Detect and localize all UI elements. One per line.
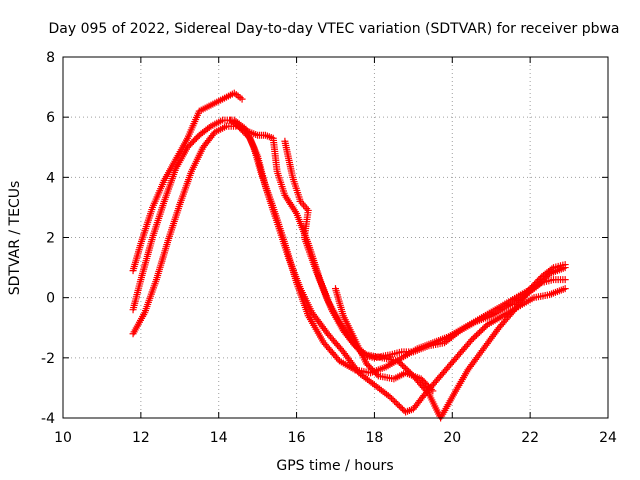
y-tick-label: -2 [41,351,55,367]
data-point [398,405,406,413]
x-tick-label: 10 [54,430,72,446]
y-tick-label: 0 [46,291,55,307]
data-point [427,385,435,393]
x-tick-label: 22 [521,430,539,446]
data-point [300,201,308,209]
x-tick-label: 16 [288,430,306,446]
y-tick-label: -4 [41,411,55,427]
data-point [424,388,432,396]
data-point [398,361,406,369]
data-point [373,370,381,378]
data-point [394,357,402,365]
data-series [129,89,569,422]
data-point [561,264,569,272]
y-tick-label: 4 [46,170,55,186]
data-point [479,325,487,333]
data-point [238,95,246,103]
y-axis-label: SDTVAR / TECUs [7,181,23,296]
x-tick-label: 20 [443,430,461,446]
series-track-a [129,89,246,275]
data-point [471,333,479,341]
y-tick-label: 8 [46,50,55,66]
data-point [454,328,462,336]
data-point [466,337,474,345]
data-point [474,330,482,338]
data-point [397,360,405,368]
data-point [476,328,484,336]
x-tick-label: 24 [599,430,617,446]
data-point [397,403,405,411]
y-tick-label: 6 [46,110,55,126]
data-point [561,276,569,284]
data-point [395,358,403,366]
y-tick-label: 2 [46,231,55,247]
data-point [394,400,402,408]
data-point [561,285,569,293]
data-point [388,394,396,402]
data-point [205,123,213,131]
series-track-e [281,137,569,362]
x-tick-label: 12 [132,430,150,446]
plot-frame [62,56,609,419]
x-axis-label: GPS time / hours [276,458,393,474]
data-point [480,324,488,332]
data-point [395,402,403,410]
data-point [389,396,397,404]
data-point [303,205,311,213]
data-point [468,336,476,344]
data-point [392,399,400,407]
data-point [386,393,394,401]
data-point [400,363,408,371]
data-point [391,397,399,405]
series-track-f [332,285,437,395]
data-point [429,387,437,395]
data-point [472,331,480,339]
x-tick-label: 18 [366,430,384,446]
data-point [469,334,477,342]
chart-title: Day 095 of 2022, Sidereal Day-to-day VTE… [48,21,619,37]
series-track-c [129,122,569,416]
data-point [482,322,490,330]
x-tick-label: 14 [210,430,228,446]
data-point [236,124,244,132]
data-point [477,327,485,335]
